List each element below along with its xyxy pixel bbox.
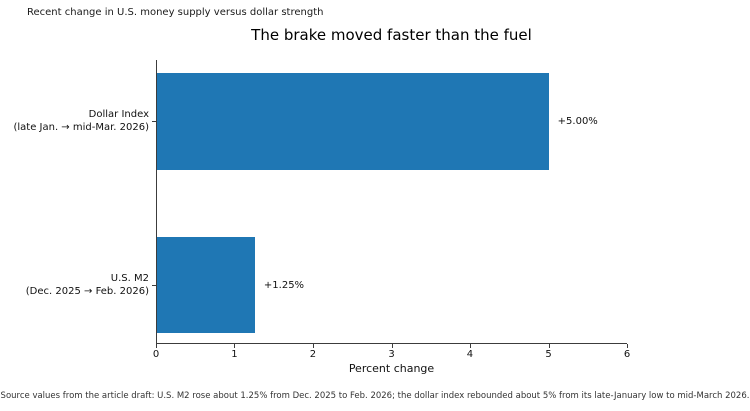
y-tick-mark xyxy=(152,285,156,286)
x-tick-label: 6 xyxy=(623,349,631,360)
y-axis-label-line2: (late Jan. → mid-Mar. 2026) xyxy=(13,122,149,133)
y-axis-label-us-m2: U.S. M2 (Dec. 2025 → Feb. 2026) xyxy=(0,272,149,298)
kicker-text: Recent change in U.S. money supply versu… xyxy=(27,7,324,18)
x-tick-label: 3 xyxy=(388,349,395,360)
y-axis-label-line1: U.S. M2 xyxy=(110,273,149,284)
x-tick-mark xyxy=(469,344,471,348)
x-axis-ticks: 0 1 2 3 4 5 6 xyxy=(152,344,631,364)
bar-value-label-dollar-index: +5.00% xyxy=(557,116,598,127)
y-axis-label-line1: Dollar Index xyxy=(88,109,149,120)
x-tick-label: 5 xyxy=(545,349,552,360)
x-tick-mark xyxy=(156,344,157,348)
bar-value-label-us-m2: +1.25% xyxy=(263,279,305,291)
x-tick-label: 4 xyxy=(466,349,474,360)
plot-area: +5.00% +1.25% xyxy=(152,60,627,344)
x-tick-label: 1 xyxy=(231,349,238,360)
x-tick-label: 2 xyxy=(309,349,317,360)
y-tick-mark xyxy=(152,121,156,122)
y-axis-label-dollar-index: Dollar Index (late Jan. → mid-Mar. 2026) xyxy=(0,108,149,134)
x-tick-mark xyxy=(234,344,236,348)
y-axis-label-line2: (Dec. 2025 → Feb. 2026) xyxy=(25,286,149,297)
x-tick-mark xyxy=(312,344,314,348)
x-tick-mark xyxy=(391,344,393,348)
x-tick-mark xyxy=(627,344,628,348)
chart-title: The brake moved faster than the fuel xyxy=(251,26,532,44)
x-axis-title: Percent change xyxy=(348,362,435,375)
source-note: Source values from the article draft: U.… xyxy=(0,391,750,401)
x-tick-mark xyxy=(548,344,550,348)
x-tick-label: 0 xyxy=(152,349,160,360)
bar-us-m2 xyxy=(157,237,255,333)
bar-dollar-index xyxy=(157,73,549,170)
